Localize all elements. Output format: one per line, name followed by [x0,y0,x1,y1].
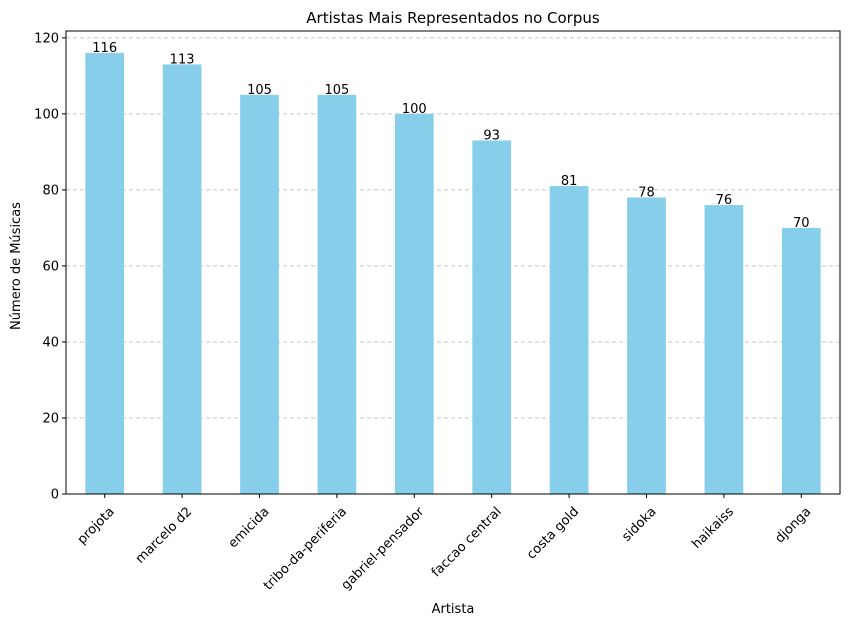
y-tick-label: 20 [42,411,59,426]
y-axis-label: Número de Músicas [9,202,24,330]
y-tick-label: 100 [34,107,59,122]
x-tick-label: marcelo d2 [133,504,195,566]
data-labels: 116 113 105 105 100 93 81 78 76 70 [92,41,809,231]
plot-frame [65,30,841,495]
x-tick-label: costa gold [524,504,582,562]
x-tick-label: sidoka [619,504,659,544]
bar-faccao-central [472,140,512,494]
bar-djonga [781,227,821,494]
bar-projota [85,53,125,495]
bar-value-label: 113 [170,52,195,67]
y-tick-label: 0 [51,488,59,503]
bar-sidoka [627,197,666,494]
bar-value-label: 105 [247,83,272,98]
bar-tribo-da-periferia [317,94,357,495]
bar-value-label: 81 [561,174,578,189]
bar-value-label: 70 [793,216,810,231]
bar-marcelo-d2 [162,64,202,494]
x-axis-label: Artista [432,602,475,617]
y-axis-ticks: 0 20 40 60 80 100 120 [34,31,66,503]
y-tick-label: 120 [34,31,59,46]
bar-value-label: 76 [716,193,733,208]
chart-title: Artistas Mais Representados no Corpus [306,9,600,27]
bar-value-label: 93 [483,128,500,143]
bar-value-label: 100 [402,102,427,117]
bar-value-label: 116 [92,41,117,56]
bar-haikaiss [704,205,744,494]
x-tick-label: projota [75,504,118,547]
y-tick-label: 80 [42,183,59,198]
x-tick-label: tribo-da-periferia [261,504,350,593]
x-tick-label: faccao central [429,504,505,580]
x-tick-label: gabriel-pensador [339,504,428,593]
x-tick-label: djonga [772,504,814,546]
y-tick-label: 60 [42,259,59,274]
bars [85,53,821,495]
bar-value-label: 105 [324,83,349,98]
axes [65,30,841,495]
bar-emicida [240,94,279,495]
x-axis-ticks: projota marcelo d2 emicidatribo-da-perifer… [75,494,814,593]
y-tick-label: 40 [42,335,59,350]
x-tick-label: haikaiss [689,504,737,552]
bar-costa-gold [549,186,589,494]
bar-gabriel-pensador [394,113,434,494]
x-tick-label: emicida [226,504,273,551]
bar-value-label: 78 [638,185,655,200]
